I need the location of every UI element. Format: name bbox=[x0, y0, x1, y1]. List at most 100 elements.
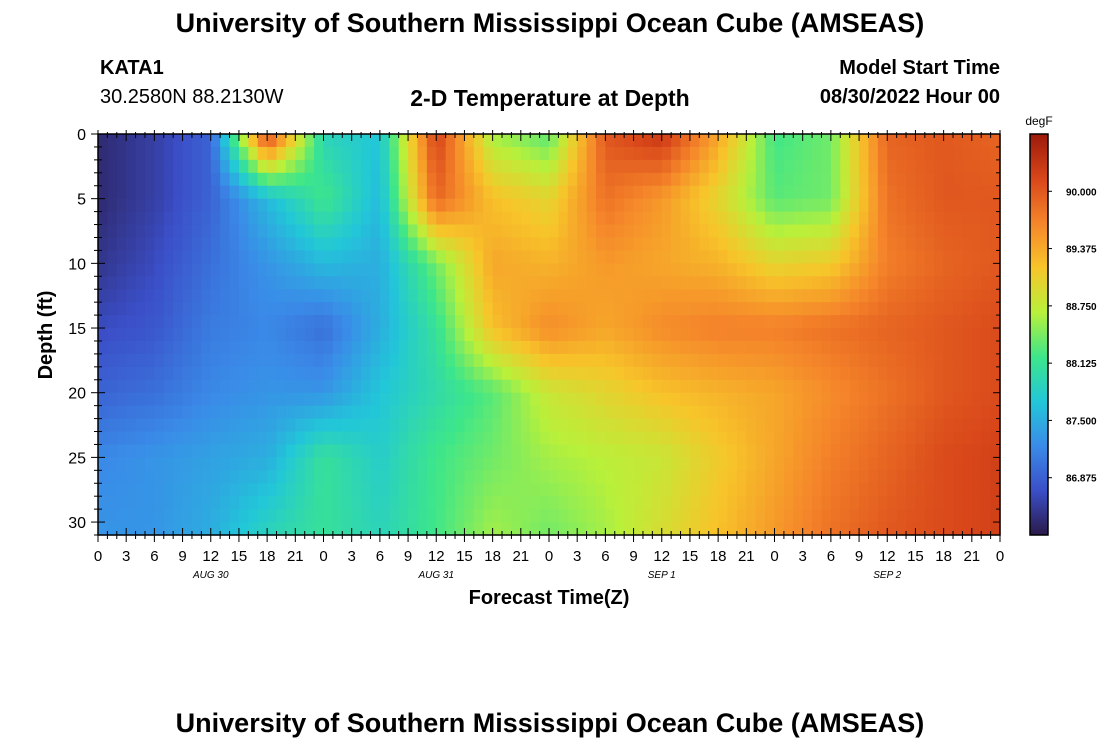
heatmap-cell bbox=[906, 392, 917, 407]
heatmap-cell bbox=[201, 276, 212, 290]
heatmap-cell bbox=[774, 418, 785, 433]
heatmap-cell bbox=[718, 198, 729, 213]
heatmap-cell bbox=[408, 379, 419, 394]
heatmap-cell bbox=[605, 457, 616, 471]
heatmap-cell bbox=[558, 159, 569, 174]
heatmap-cell bbox=[642, 328, 653, 342]
heatmap-cell bbox=[98, 522, 108, 536]
heatmap-cell bbox=[530, 159, 541, 174]
heatmap-cell bbox=[943, 289, 954, 303]
heatmap-cell bbox=[671, 483, 682, 497]
heatmap-cell bbox=[201, 405, 212, 420]
heatmap-cell bbox=[417, 353, 428, 368]
heatmap-cell bbox=[144, 431, 155, 446]
heatmap-cell bbox=[943, 405, 954, 420]
heatmap-cell bbox=[201, 353, 212, 368]
x-tick-label: 12 bbox=[879, 548, 896, 565]
heatmap-cell bbox=[417, 496, 428, 510]
heatmap-cell bbox=[417, 198, 428, 213]
heatmap-cell bbox=[642, 392, 653, 407]
heatmap-cell bbox=[802, 159, 813, 174]
heatmap-cell bbox=[116, 159, 127, 174]
heatmap-cell bbox=[990, 185, 1001, 200]
heatmap-cell bbox=[736, 315, 747, 329]
x-tick-label: 0 bbox=[319, 548, 327, 565]
heatmap-cell bbox=[436, 134, 447, 148]
heatmap-cell bbox=[502, 276, 513, 290]
heatmap-cell bbox=[417, 431, 428, 446]
heatmap-cell bbox=[210, 431, 221, 446]
heatmap-cell bbox=[727, 328, 738, 342]
heatmap-cell bbox=[652, 211, 663, 226]
heatmap-cell bbox=[492, 366, 503, 381]
heatmap-cell bbox=[267, 263, 278, 277]
heatmap-cell bbox=[821, 431, 832, 446]
heatmap-cell bbox=[502, 379, 513, 394]
heatmap-cell bbox=[661, 276, 672, 290]
heatmap-cell bbox=[943, 263, 954, 277]
heatmap-cell bbox=[455, 250, 466, 264]
heatmap-cell bbox=[511, 172, 522, 187]
heatmap-cell bbox=[558, 470, 569, 484]
heatmap-cell bbox=[849, 159, 860, 174]
heatmap-cell bbox=[163, 250, 174, 264]
heatmap-cell bbox=[389, 483, 400, 497]
heatmap-cell bbox=[642, 276, 653, 290]
heatmap-cell bbox=[642, 405, 653, 420]
heatmap-cell bbox=[708, 134, 719, 148]
heatmap-cell bbox=[173, 315, 184, 329]
heatmap-cell bbox=[783, 328, 794, 342]
heatmap-cell bbox=[539, 185, 550, 200]
heatmap-cell bbox=[539, 276, 550, 290]
heatmap-cell bbox=[483, 159, 494, 174]
heatmap-cell bbox=[783, 263, 794, 277]
heatmap-cell bbox=[549, 289, 559, 303]
heatmap-cell bbox=[370, 159, 381, 174]
heatmap-cell bbox=[708, 289, 719, 303]
heatmap-cell bbox=[915, 237, 926, 252]
heatmap-cell bbox=[520, 302, 531, 316]
heatmap-cell bbox=[736, 522, 747, 536]
heatmap-cell bbox=[642, 418, 653, 433]
heatmap-cell bbox=[520, 379, 531, 394]
heatmap-cell bbox=[417, 509, 428, 523]
heatmap-cell bbox=[116, 522, 127, 536]
heatmap-cell bbox=[736, 496, 747, 510]
heatmap-cell bbox=[126, 366, 137, 381]
heatmap-cell bbox=[830, 224, 841, 239]
heatmap-cell bbox=[361, 444, 372, 458]
x-tick-label: 9 bbox=[178, 548, 186, 565]
heatmap-cell bbox=[614, 405, 625, 420]
heatmap-cell bbox=[455, 315, 466, 329]
heatmap-cell bbox=[915, 315, 926, 329]
heatmap-cell bbox=[586, 172, 597, 187]
heatmap-cell bbox=[314, 146, 325, 161]
heatmap-cell bbox=[821, 237, 832, 252]
station-id: KATA1 bbox=[100, 57, 164, 79]
heatmap-cell bbox=[830, 276, 841, 290]
heatmap-cell bbox=[191, 379, 202, 394]
heatmap-cell bbox=[840, 392, 851, 407]
heatmap-cell bbox=[868, 444, 879, 458]
heatmap-cell bbox=[492, 315, 503, 329]
heatmap-cell bbox=[849, 328, 860, 342]
heatmap-cell bbox=[896, 509, 907, 523]
heatmap-cell bbox=[436, 444, 447, 458]
heatmap-cell bbox=[191, 198, 202, 213]
heatmap-cell bbox=[201, 366, 212, 381]
heatmap-cell bbox=[689, 315, 700, 329]
heatmap-cell bbox=[727, 483, 738, 497]
heatmap-cell bbox=[98, 211, 108, 226]
heatmap-cell bbox=[511, 198, 522, 213]
heatmap-cell bbox=[492, 172, 503, 187]
heatmap-cell bbox=[323, 224, 334, 239]
heatmap-cell bbox=[98, 302, 108, 316]
heatmap-cell bbox=[990, 211, 1001, 226]
heatmap-cell bbox=[276, 405, 287, 420]
heatmap-cell bbox=[595, 340, 606, 355]
heatmap-cell bbox=[642, 134, 653, 148]
heatmap-cell bbox=[135, 457, 146, 471]
heatmap-cell bbox=[652, 302, 663, 316]
heatmap-cell bbox=[896, 328, 907, 342]
heatmap-cell bbox=[191, 457, 202, 471]
